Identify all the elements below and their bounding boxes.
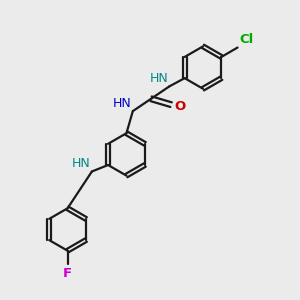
Text: HN: HN: [113, 97, 132, 110]
Text: O: O: [174, 100, 185, 112]
Text: HN: HN: [72, 157, 91, 170]
Text: Cl: Cl: [239, 33, 254, 46]
Text: HN: HN: [149, 72, 168, 85]
Text: F: F: [63, 267, 72, 280]
